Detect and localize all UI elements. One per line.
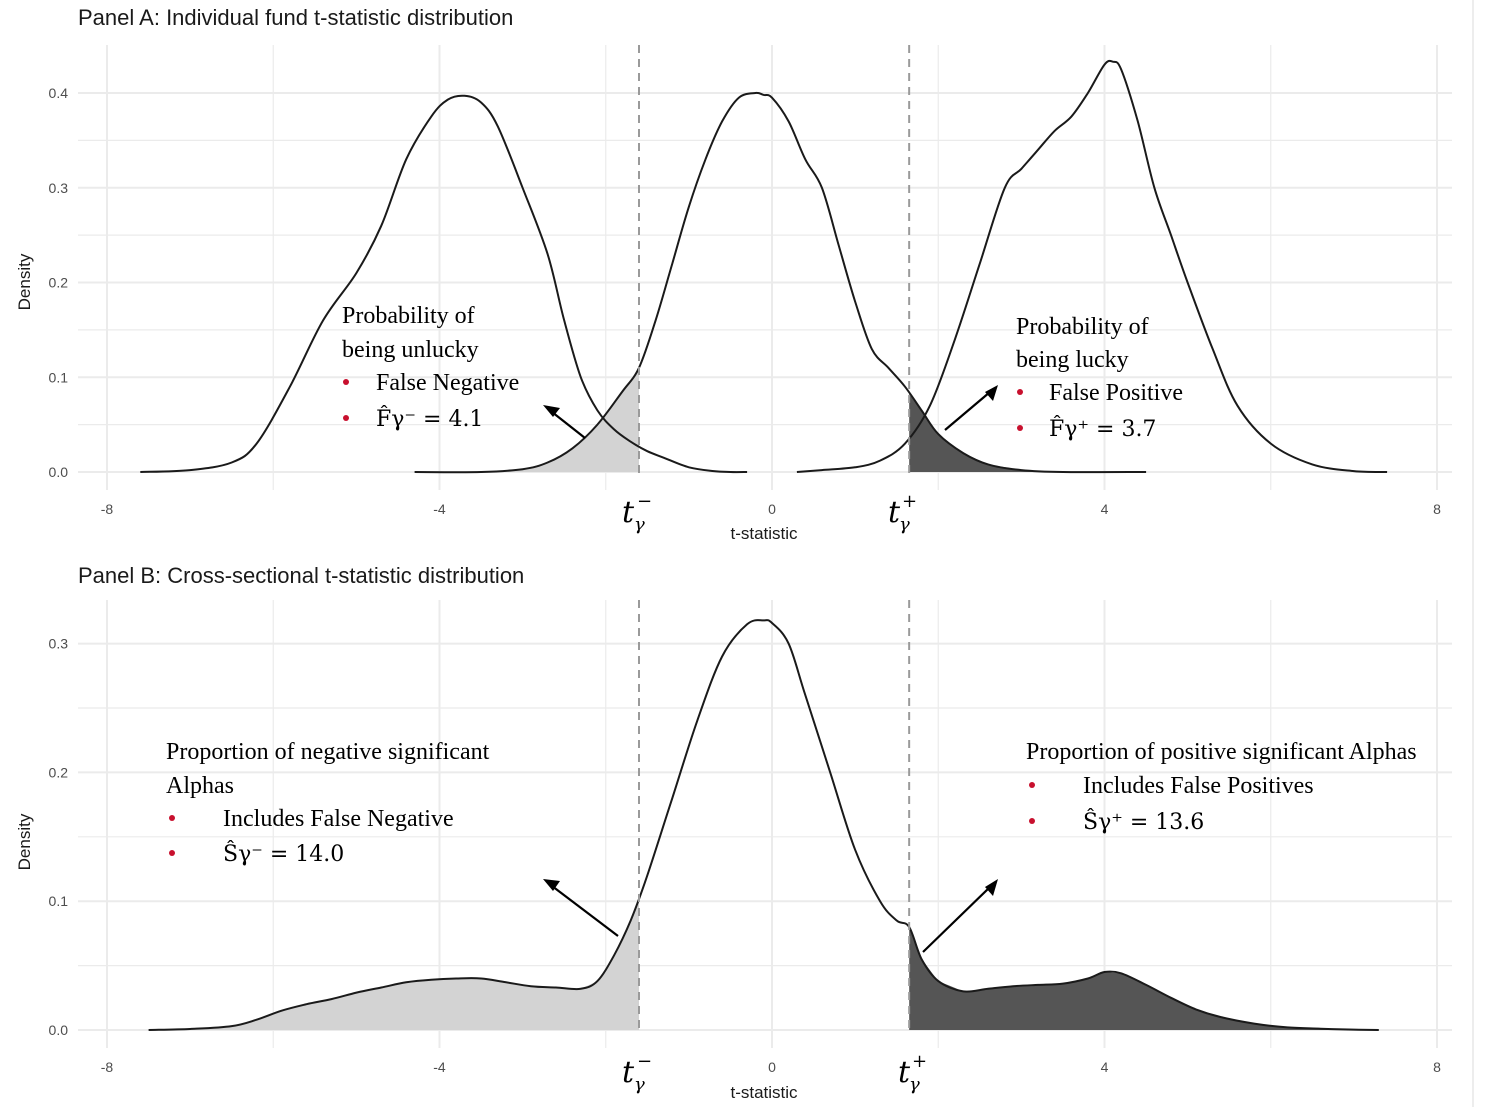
annotation-bullet: False Negative <box>376 370 519 396</box>
panel-b-t-minus-label: t − γ <box>622 1051 652 1095</box>
bullet-dot <box>343 379 349 385</box>
panel-b-y-ticks: 0.0 0.1 0.2 0.3 <box>49 636 69 1038</box>
svg-text:+: + <box>912 1051 927 1072</box>
annotation-bullet: Ŝγ⁺ = 13.6 <box>1083 808 1204 835</box>
svg-text:+: + <box>902 491 917 512</box>
x-tick-label: -4 <box>433 501 446 517</box>
panel-b-annotation-negative: Proportion of negative significant Alpha… <box>166 739 490 867</box>
x-tick-label: -8 <box>101 1059 114 1075</box>
panel-a-x-ticks: -8 -4 0 4 8 <box>101 501 1441 517</box>
annotation-bullet: F̂γ⁻ = 4.1 <box>376 406 483 432</box>
panel-b-annotation-positive: Proportion of positive significant Alpha… <box>1026 739 1417 835</box>
x-tick-label: 4 <box>1101 1059 1109 1075</box>
y-tick-label: 0.1 <box>49 369 69 385</box>
density-curve-cross-section <box>148 619 1379 1031</box>
svg-text:−: − <box>637 491 652 512</box>
panel-b-curves <box>148 619 1379 1031</box>
y-tick-label: 0.0 <box>49 464 69 480</box>
panel-b-arrows <box>543 879 998 953</box>
panel-b-t-plus-label: t + γ <box>898 1051 927 1095</box>
x-tick-label: -8 <box>101 501 114 517</box>
svg-text:t: t <box>622 1055 635 1090</box>
panel-b-ylabel: Density <box>15 813 34 870</box>
annotation-title-line: Probability of <box>1016 314 1149 340</box>
svg-text:γ: γ <box>634 1074 645 1095</box>
x-tick-label: 4 <box>1101 501 1109 517</box>
y-tick-label: 0.4 <box>49 85 69 101</box>
bullet-dot <box>169 850 175 856</box>
svg-text:γ: γ <box>634 514 645 535</box>
svg-text:−: − <box>637 1051 652 1072</box>
left-tail-fill <box>414 367 639 472</box>
bullet-dot <box>343 415 349 421</box>
x-tick-label: -4 <box>433 1059 446 1075</box>
annotation-title-line: being unlucky <box>342 337 479 363</box>
bullet-dot <box>1017 389 1023 395</box>
annotation-title-line: Alphas <box>166 773 234 799</box>
page-border <box>1472 0 1474 1107</box>
panel-a-t-minus-label: t − γ <box>622 491 652 535</box>
y-tick-label: 0.2 <box>49 275 69 291</box>
right-tail-fill <box>909 927 1379 1030</box>
panel-a-annotation-unlucky: Probability of being unlucky False Negat… <box>342 303 519 432</box>
annotation-bullet: Includes False Negative <box>223 806 454 832</box>
x-tick-label: 0 <box>768 1059 776 1075</box>
panel-a-xlabel: t-statistic <box>730 524 798 543</box>
panel-a-curves <box>140 59 1388 474</box>
panel-b-title: Panel B: Cross-sectional t-statistic dis… <box>78 563 524 588</box>
y-tick-label: 0.1 <box>49 893 69 909</box>
bullet-dot <box>1029 782 1035 788</box>
bullet-dot <box>1029 818 1035 824</box>
panel-a-annotation-lucky: Probability of being lucky False Positiv… <box>1016 314 1183 442</box>
svg-text:γ: γ <box>909 1074 920 1095</box>
panel-a-y-ticks: 0.0 0.1 0.2 0.3 0.4 <box>49 85 69 480</box>
annotation-bullet: Includes False Positives <box>1083 773 1314 799</box>
svg-text:t: t <box>898 1055 911 1090</box>
panel-b-fills <box>148 898 1379 1030</box>
bullet-dot <box>169 815 175 821</box>
panel-a-grid <box>78 45 1452 490</box>
x-tick-label: 8 <box>1433 501 1441 517</box>
annotation-bullet: False Positive <box>1049 380 1183 406</box>
panel-a-t-plus-label: t + γ <box>888 491 917 535</box>
annotation-title-line: Proportion of positive significant Alpha… <box>1026 739 1417 765</box>
panel-a-arrows <box>543 385 998 439</box>
svg-text:t: t <box>622 495 635 530</box>
bullet-dot <box>1017 425 1023 431</box>
svg-text:t: t <box>888 495 901 530</box>
svg-text:γ: γ <box>899 514 910 535</box>
panel-a: Panel A: Individual fund t-statistic dis… <box>15 5 1452 543</box>
annotation-title-line: Probability of <box>342 303 475 329</box>
panel-a-title: Panel A: Individual fund t-statistic dis… <box>78 5 513 30</box>
x-tick-label: 8 <box>1433 1059 1441 1075</box>
density-curve-null <box>414 91 1147 474</box>
x-tick-label: 0 <box>768 501 776 517</box>
panel-b: Panel B: Cross-sectional t-statistic dis… <box>15 563 1452 1102</box>
panel-a-fills <box>414 367 1147 472</box>
panel-a-threshold-lines <box>638 45 911 474</box>
annotation-title-line: being lucky <box>1016 347 1129 373</box>
annotation-title-line: Proportion of negative significant <box>166 739 490 765</box>
left-tail-fill <box>148 898 639 1030</box>
density-curve-right <box>796 59 1388 473</box>
annotation-bullet: F̂γ⁺ = 3.7 <box>1049 416 1156 442</box>
y-tick-label: 0.2 <box>49 764 69 780</box>
y-tick-label: 0.0 <box>49 1022 69 1038</box>
density-curve-left <box>140 94 748 474</box>
panel-b-threshold-lines <box>638 600 911 1032</box>
right-tail-fill <box>909 392 1147 472</box>
y-tick-label: 0.3 <box>49 180 69 196</box>
panel-a-ylabel: Density <box>15 253 34 310</box>
panel-b-x-ticks: -8 -4 0 4 8 <box>101 1059 1441 1075</box>
panel-b-xlabel: t-statistic <box>730 1083 798 1102</box>
annotation-bullet: Ŝγ⁻ = 14.0 <box>223 840 344 867</box>
y-tick-label: 0.3 <box>49 636 69 652</box>
